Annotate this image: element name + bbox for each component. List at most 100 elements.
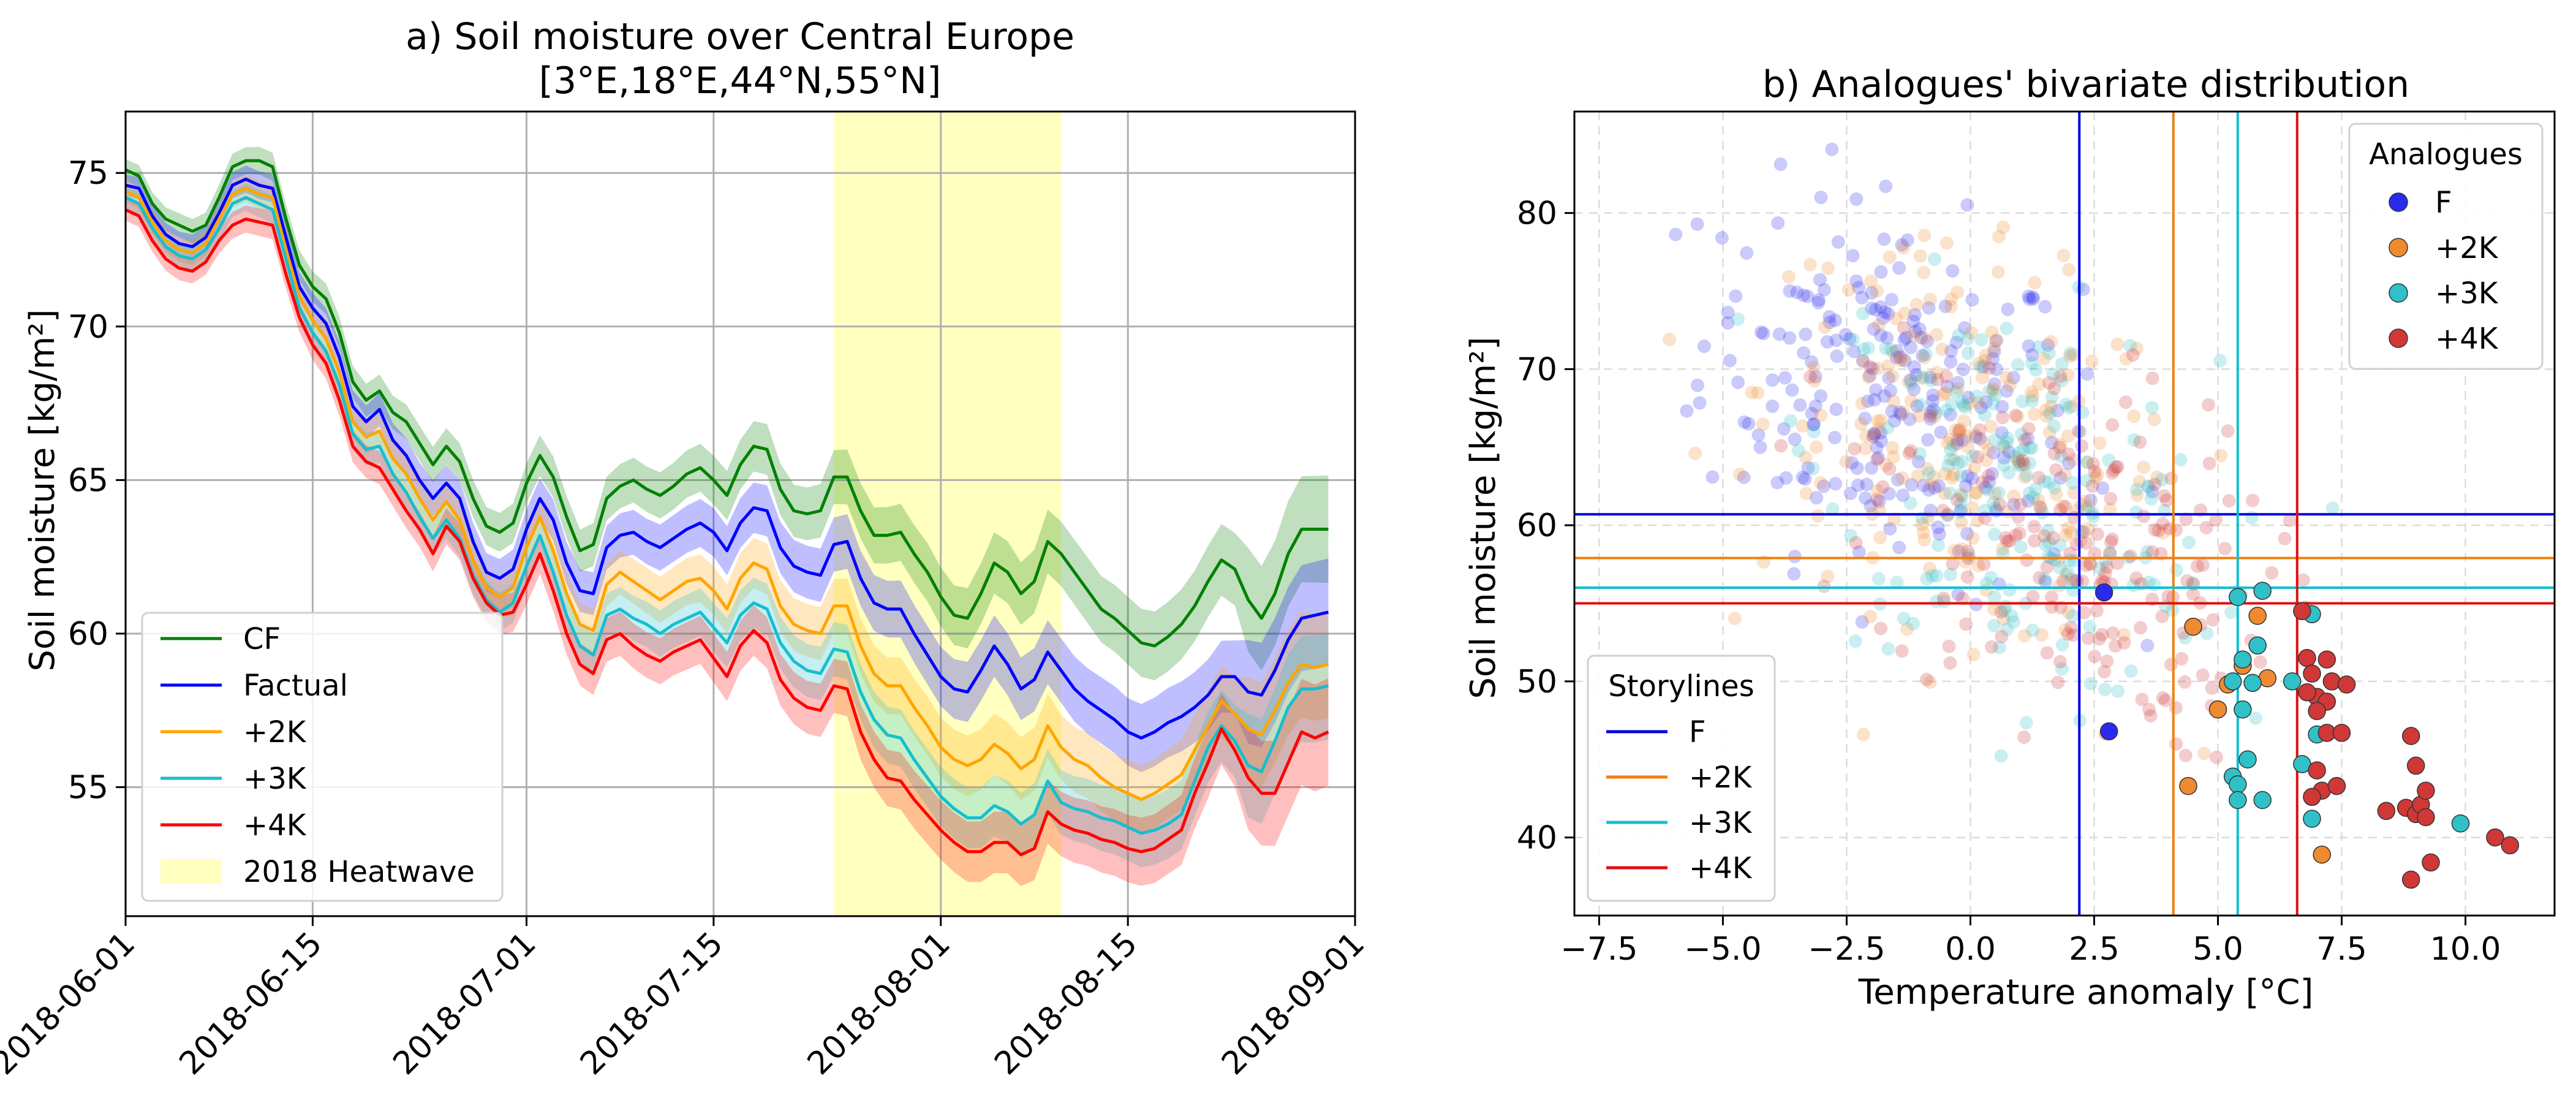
cloud-point (1941, 458, 1955, 472)
cloud-point (2056, 499, 2070, 513)
cloud-point (2103, 545, 2117, 560)
legend-label-4: +4K (243, 808, 307, 843)
cloud-point (2041, 338, 2055, 352)
cloud-point (2296, 573, 2310, 587)
cloud-point (2025, 348, 2039, 362)
cloud-point (1897, 333, 1911, 347)
cloud-point (1961, 544, 1975, 558)
cloud-point (2088, 465, 2102, 479)
x-tick-label-4: 2018-08-01 (801, 925, 958, 1082)
cloud-point (2040, 646, 2054, 660)
cloud-point (2151, 523, 2166, 537)
cloud-point (1994, 749, 2008, 763)
cloud-point (1855, 615, 1869, 629)
cloud-point (1986, 352, 2000, 366)
cloud-point (2109, 460, 2123, 474)
cloud-point (1740, 246, 1754, 260)
cloud-point (1944, 355, 1958, 369)
cloud-point (1903, 496, 1917, 510)
panel-a-plot-frame (124, 110, 1356, 917)
cloud-point (1814, 476, 1828, 490)
cloud-point (2040, 560, 2054, 574)
cloud-point (2169, 737, 2183, 751)
cloud-point (2164, 471, 2178, 485)
cloud-point (2044, 335, 2058, 349)
legend-label-2: +2K (243, 715, 307, 749)
cloud-point (1847, 344, 1861, 358)
cloud-point (2045, 390, 2059, 404)
cloud-point (1922, 483, 1936, 497)
cloud-point (1985, 467, 1999, 481)
panel-b-storyline-lines (1574, 112, 2555, 916)
legend-heatwave-swatch (161, 859, 222, 884)
cloud-point (1864, 610, 1878, 624)
cloud-point (1916, 370, 1930, 384)
analogue-point-plus-3K-4 (2248, 636, 2267, 655)
cloud-point (1961, 390, 1975, 404)
cloud-point (1821, 261, 1835, 275)
cloud-point (2200, 626, 2214, 640)
cloud-point (1745, 385, 1759, 400)
cloud-point (2020, 468, 2034, 482)
cloud-point (1870, 493, 1884, 507)
cloud-point (1897, 241, 1911, 255)
cloud-point (2061, 368, 2075, 382)
analogue-point-plus-4K-23 (2401, 727, 2420, 745)
storylines-legend-box (1587, 654, 1776, 902)
cloud-point (2026, 490, 2040, 504)
cloud-point (1965, 471, 1979, 485)
cloud-point (1857, 342, 1871, 356)
cloud-point (2090, 604, 2104, 618)
cloud-point (1737, 415, 1751, 429)
cloud-point (1924, 406, 1938, 420)
cloud-point (2028, 276, 2042, 290)
cloud-point (2179, 512, 2193, 526)
cloud-point (1941, 509, 1954, 523)
cloud-point (2038, 474, 2052, 488)
cloud-point (1965, 501, 1979, 515)
cloud-point (1906, 328, 1921, 343)
cloud-point (1688, 447, 1702, 460)
cloud-point (1985, 325, 1999, 339)
cloud-point (2061, 521, 2075, 535)
x-tick-label-1: 2018-06-15 (172, 925, 329, 1082)
cloud-point (1893, 350, 1907, 364)
cloud-point (2103, 503, 2117, 517)
cloud-point (1843, 332, 1857, 346)
b-x-tick-label-4: 2.5 (2069, 931, 2120, 968)
cloud-point (1796, 470, 1810, 484)
cloud-point (1917, 265, 1930, 279)
analogue-point-plus-4K-27 (2501, 836, 2520, 855)
cloud-point (1952, 328, 1966, 343)
cloud-point (1860, 477, 1874, 491)
cloud-point (1974, 401, 1988, 414)
x-tick-label-0: 2018-06-01 (0, 925, 142, 1082)
cloud-point (1999, 531, 2013, 545)
analogue-point-plus-3K-1 (2253, 582, 2272, 600)
cloud-point (1874, 621, 1888, 635)
cloud-point (2129, 506, 2143, 520)
cloud-point (2006, 371, 2020, 385)
cloud-point (1872, 495, 1886, 509)
cloud-point (2016, 442, 2030, 457)
cloud-point (1971, 396, 1985, 410)
cloud-point (2104, 535, 2118, 549)
analogue-point-plus-4K-0 (2293, 602, 2311, 620)
cloud-point (1967, 461, 1981, 475)
b-x-tick-label-7: 10.0 (2430, 931, 2501, 968)
cloud-point (1861, 341, 1875, 355)
cloud-point (1867, 427, 1881, 441)
cloud-point (1828, 431, 1841, 445)
cloud-point (2026, 389, 2040, 403)
cloud-point (1861, 394, 1875, 408)
cloud-point (1848, 442, 1862, 456)
cloud-point (2003, 534, 2017, 548)
cloud-point (1957, 414, 1971, 428)
cloud-point (2058, 623, 2072, 637)
cloud-point (2079, 474, 2093, 488)
cloud-point (1923, 370, 1937, 384)
cloud-point (1814, 408, 1828, 422)
cloud-point (1990, 362, 2004, 376)
storylines-legend: Storylines F +2K +3K +4K (1587, 654, 1776, 902)
cloud-point (2156, 517, 2170, 531)
